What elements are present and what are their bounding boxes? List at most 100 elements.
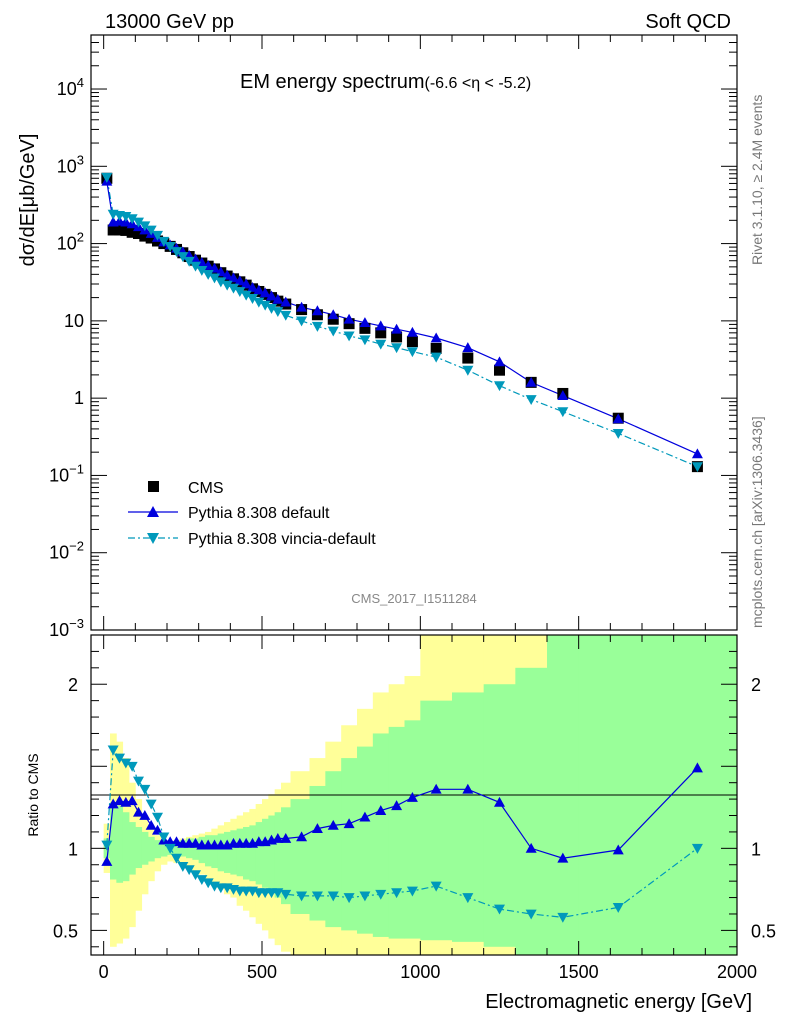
ratio-frame xyxy=(90,634,738,956)
ratio-tick-label: 0.5 xyxy=(53,921,78,941)
x-tick-label: 1500 xyxy=(559,962,599,982)
ratio-default-point xyxy=(525,842,537,853)
ratio-default-point xyxy=(612,844,624,855)
header-right: Soft QCD xyxy=(645,11,731,33)
ratio-tick-label: 2 xyxy=(68,675,78,695)
ratio-band-green xyxy=(116,805,124,883)
ratio-vincia-point xyxy=(430,881,442,892)
cms-data-point xyxy=(120,224,132,236)
default-data-point xyxy=(280,296,292,307)
vincia-data-point xyxy=(177,252,189,263)
ratio-vincia-point xyxy=(462,893,474,904)
ratio-band-green xyxy=(135,827,143,869)
default-data-point xyxy=(612,413,624,424)
ratio-band-green xyxy=(211,835,219,869)
ratio-band-green xyxy=(160,841,168,857)
vincia-data-point xyxy=(209,273,220,284)
ratio-band-green xyxy=(274,812,282,898)
ratio-vincia-point xyxy=(494,904,505,915)
default-data-point xyxy=(391,323,403,334)
ratio-vincia-point xyxy=(177,861,189,872)
ratio-default-point xyxy=(107,798,119,809)
vincia-data-point xyxy=(171,247,182,257)
watermark: CMS_2017_I1511284 xyxy=(351,591,477,606)
ratio-default-point xyxy=(557,852,569,863)
ratio-tick-label-right: 2 xyxy=(751,675,761,695)
default-data-point xyxy=(375,320,387,331)
cms-data-point xyxy=(133,228,144,240)
vincia-data-point xyxy=(557,407,569,418)
ratio-band-green xyxy=(262,818,269,888)
y-tick-label: 1 xyxy=(74,388,84,408)
default-data-point xyxy=(266,290,277,301)
legend-label-vincia: Pythia 8.308 vincia-default xyxy=(188,531,376,548)
cms-data-point xyxy=(145,232,157,244)
vincia-data-point xyxy=(234,287,246,297)
default-data-point xyxy=(343,313,355,324)
ratio-default-point xyxy=(327,819,339,830)
ratio-band-green xyxy=(186,838,193,859)
vincia-data-point xyxy=(359,335,371,346)
default-data-point xyxy=(327,309,339,320)
header-left: 13000 GeV pp xyxy=(105,11,234,33)
y-axis-label: dσ/dE[μb/GeV] xyxy=(17,134,39,267)
ratio-vincia-point xyxy=(196,875,208,886)
ratio-vincia-point xyxy=(101,840,113,851)
ratio-panel: Ratio to CMS 2 2 1 1 0.5 0.5 0 500 1000 1500 2000… xyxy=(25,634,776,1013)
ratio-band-green xyxy=(230,830,238,875)
vincia-data-point xyxy=(101,172,113,183)
vincia-data-point xyxy=(253,297,265,308)
vincia-data-point xyxy=(240,290,252,301)
ratio-default-point xyxy=(343,818,355,829)
ratio-vincia-point xyxy=(152,812,163,823)
x-tick-label: 0 xyxy=(99,962,109,982)
vincia-data-point xyxy=(327,326,339,337)
ratio-band-green xyxy=(236,828,244,877)
ratio-vincia-point xyxy=(171,853,182,864)
default-data-point xyxy=(430,332,442,343)
ratio-tick-label-right: 1 xyxy=(751,839,761,859)
y-tick-label: 103 xyxy=(57,152,84,176)
vincia-data-point xyxy=(158,236,170,247)
ratio-vincia-point xyxy=(525,909,537,920)
ratio-vincia-point xyxy=(120,758,132,769)
legend-marker-vincia xyxy=(147,533,159,544)
ratio-vincia-point xyxy=(190,870,201,881)
ratio-vincia-point xyxy=(133,776,144,787)
ratio-band-green xyxy=(173,841,181,855)
ratio-band-green xyxy=(388,726,405,939)
y-tick-label: 104 xyxy=(57,75,84,99)
ratio-band-green xyxy=(420,700,453,941)
ratio-band-green xyxy=(217,833,225,872)
default-data-point xyxy=(494,356,505,367)
ratio-default-point xyxy=(280,832,292,843)
default-data-point xyxy=(359,317,371,327)
ratio-y-axis-label: Ratio to CMS xyxy=(25,753,41,836)
ratio-band-green xyxy=(243,827,250,880)
ratio-default-point xyxy=(430,783,442,794)
ratio-band-green xyxy=(154,840,162,859)
chart-title: EM energy spectrum(-6.6 <η < -5.2) xyxy=(240,71,531,93)
vincia-data-point xyxy=(183,256,195,267)
ratio-vincia-point xyxy=(280,889,292,900)
series-line-vincia xyxy=(106,177,698,468)
ratio-default-point xyxy=(171,836,182,847)
ratio-vincia-point xyxy=(107,745,119,756)
vincia-data-point xyxy=(145,225,157,236)
ratio-default-point xyxy=(101,855,113,866)
chart-title-suffix: (-6.6 <η < -5.2) xyxy=(425,75,532,92)
vincia-data-point xyxy=(272,307,284,318)
ratio-tick-label: 1 xyxy=(68,839,78,859)
vincia-data-point xyxy=(311,321,323,332)
ratio-band-green xyxy=(372,733,390,937)
cms-data-point xyxy=(327,313,339,325)
ratio-vincia-point xyxy=(359,891,371,902)
y-tick-label: 102 xyxy=(57,230,84,254)
ratio-band-green xyxy=(290,799,310,914)
ratio-vincia-point xyxy=(691,843,703,854)
default-data-point xyxy=(525,376,537,387)
ratio-band-green xyxy=(192,838,200,860)
ratio-default-point xyxy=(691,762,703,773)
cms-data-point xyxy=(107,224,119,236)
default-data-point xyxy=(296,301,308,312)
